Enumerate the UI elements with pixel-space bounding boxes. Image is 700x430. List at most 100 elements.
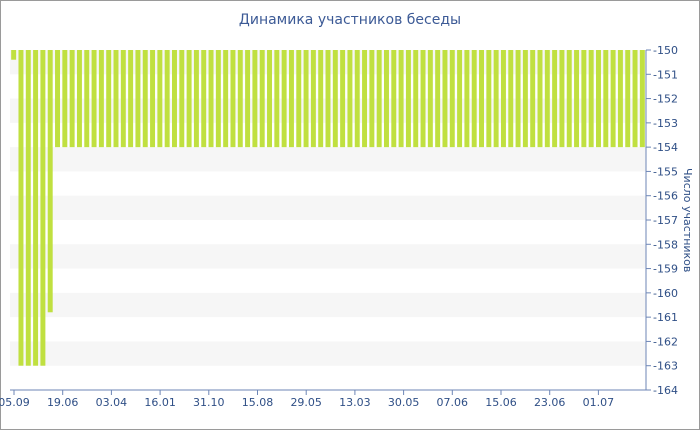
bar [595, 50, 601, 148]
bar [47, 50, 53, 313]
bar [522, 50, 528, 148]
bar [420, 50, 426, 148]
bar [223, 50, 229, 148]
bar [332, 50, 338, 148]
x-tick-label: 23.06 [534, 396, 566, 409]
bar [471, 50, 477, 148]
bar [449, 50, 455, 148]
bar [113, 50, 119, 148]
bar [288, 50, 294, 148]
bar [245, 50, 251, 148]
bar [230, 50, 236, 148]
bar [398, 50, 404, 148]
bar [610, 50, 616, 148]
y-tick-label: -161 [653, 311, 678, 324]
bar [25, 50, 31, 366]
bar [128, 50, 134, 148]
y-tick-label: -154 [653, 141, 678, 154]
bar [362, 50, 368, 148]
grid-band [10, 341, 646, 366]
bar [435, 50, 441, 148]
bar [40, 50, 46, 366]
bar [106, 50, 112, 148]
bar [120, 50, 126, 148]
bar [617, 50, 623, 148]
bar [55, 50, 61, 148]
bar [391, 50, 397, 148]
bar [69, 50, 75, 148]
bar [171, 50, 177, 148]
y-tick-label: -150 [653, 44, 678, 57]
bar [296, 50, 302, 148]
bar [267, 50, 273, 148]
bar [157, 50, 163, 148]
bar [215, 50, 221, 148]
bar [537, 50, 543, 148]
bar [91, 50, 97, 148]
y-tick-label: -151 [653, 68, 678, 81]
x-tick-label: 03.04 [96, 396, 128, 409]
bars [11, 50, 645, 366]
bar [193, 50, 199, 148]
bar [383, 50, 389, 148]
bar [11, 50, 17, 60]
bar [340, 50, 346, 148]
bar [369, 50, 375, 148]
bar [84, 50, 90, 148]
x-tick-label: 29.05 [290, 396, 322, 409]
x-tick-label: 01.07 [583, 396, 615, 409]
bar [486, 50, 492, 148]
bar [508, 50, 514, 148]
bar [33, 50, 39, 366]
bar [515, 50, 521, 148]
y-tick-label: -160 [653, 287, 678, 300]
grid-band [10, 147, 646, 172]
bar [442, 50, 448, 148]
grid-band [10, 195, 646, 220]
bar [135, 50, 141, 148]
x-axis: 05.09 19.06 03.04 16.01 31.10 15.08 29.05 13.03… [0, 389, 646, 409]
bar [354, 50, 360, 148]
bar [310, 50, 316, 148]
x-tick-label: 16.01 [144, 396, 176, 409]
y-tick-label: -164 [653, 384, 678, 397]
bar [201, 50, 207, 148]
x-tick-label: 19.06 [47, 396, 79, 409]
x-tick-label: 15.06 [485, 396, 517, 409]
bar [303, 50, 309, 148]
bar [62, 50, 68, 148]
y-tick-label: -152 [653, 93, 678, 106]
x-tick-label: 07.06 [437, 396, 469, 409]
bar [179, 50, 185, 148]
bar [479, 50, 485, 148]
y-tick-label: -155 [653, 165, 678, 178]
x-tick-label: 15.08 [242, 396, 274, 409]
x-tick-label: 13.03 [339, 396, 371, 409]
y-tick-label: -157 [653, 214, 678, 227]
bar [252, 50, 258, 148]
y-tick-label: -153 [653, 117, 678, 130]
x-tick-label: 05.09 [0, 396, 30, 409]
bar [76, 50, 82, 148]
bar [552, 50, 558, 148]
bar [457, 50, 463, 148]
bar [347, 50, 353, 148]
bar [142, 50, 148, 148]
bar [413, 50, 419, 148]
bar [237, 50, 243, 148]
bar [164, 50, 170, 148]
bar [325, 50, 331, 148]
bar [500, 50, 506, 148]
chart-title: Динамика участников беседы [238, 12, 462, 28]
y-tick-label: -159 [653, 263, 678, 276]
bar [464, 50, 470, 148]
y-tick-label: -156 [653, 190, 678, 203]
bar [581, 50, 587, 148]
grid-band [10, 244, 646, 269]
y-tick-label: -162 [653, 335, 678, 348]
bar [150, 50, 156, 148]
bar [274, 50, 280, 148]
bar [259, 50, 265, 148]
bar [603, 50, 609, 148]
